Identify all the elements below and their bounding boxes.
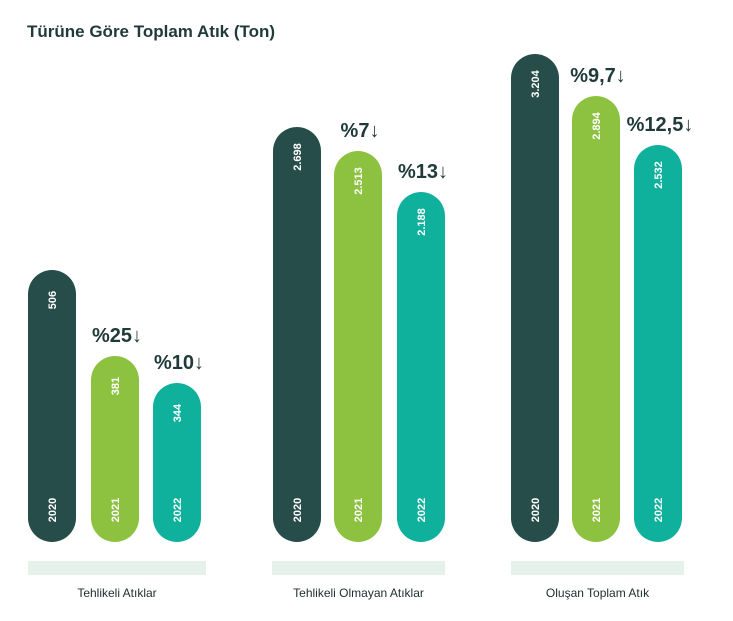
bar (634, 145, 682, 542)
chart-title: Türüne Göre Toplam Atık (Ton) (27, 22, 276, 41)
bar-value-label: 344 (172, 403, 184, 422)
bar (273, 127, 321, 542)
bar (511, 54, 559, 542)
change-label: %9,7↓ (570, 65, 626, 87)
group-band (272, 561, 445, 575)
bar-year-label: 2022 (172, 498, 184, 522)
bar (572, 96, 620, 542)
bar-year-label: 2020 (292, 498, 304, 522)
bar-value-label: 2.698 (292, 143, 304, 171)
bar (28, 270, 76, 542)
bar-value-label: 506 (47, 291, 59, 309)
group-band (28, 561, 206, 575)
group-label: Tehlikeli Olmayan Atıklar (293, 586, 424, 600)
bar-year-label: 2021 (110, 498, 122, 522)
bar-year-label: 2021 (353, 498, 365, 522)
bar-value-label: 2.894 (591, 111, 603, 139)
group-label: Oluşan Toplam Atık (546, 586, 650, 600)
group-label: Tehlikeli Atıklar (77, 586, 156, 600)
bar-value-label: 381 (110, 377, 122, 395)
change-label: %25↓ (92, 325, 142, 347)
bar-value-label: 2.532 (653, 161, 665, 189)
bar-value-label: 2.188 (416, 208, 428, 236)
bar-value-label: 3.204 (530, 69, 542, 97)
bar-year-label: 2020 (47, 498, 59, 522)
change-label: %10↓ (154, 352, 204, 374)
bar-year-label: 2022 (416, 498, 428, 522)
bar-year-label: 2021 (591, 498, 603, 522)
bar (397, 192, 445, 542)
change-label: %7↓ (341, 120, 380, 142)
bar-value-label: 2.513 (353, 167, 365, 195)
bar (91, 356, 139, 542)
bar (153, 383, 201, 542)
bar-year-label: 2020 (530, 498, 542, 522)
change-label: %12,5↓ (627, 114, 694, 136)
change-label: %13↓ (398, 161, 448, 183)
bar (334, 151, 382, 542)
bar-year-label: 2022 (653, 498, 665, 522)
group-band (511, 561, 684, 575)
